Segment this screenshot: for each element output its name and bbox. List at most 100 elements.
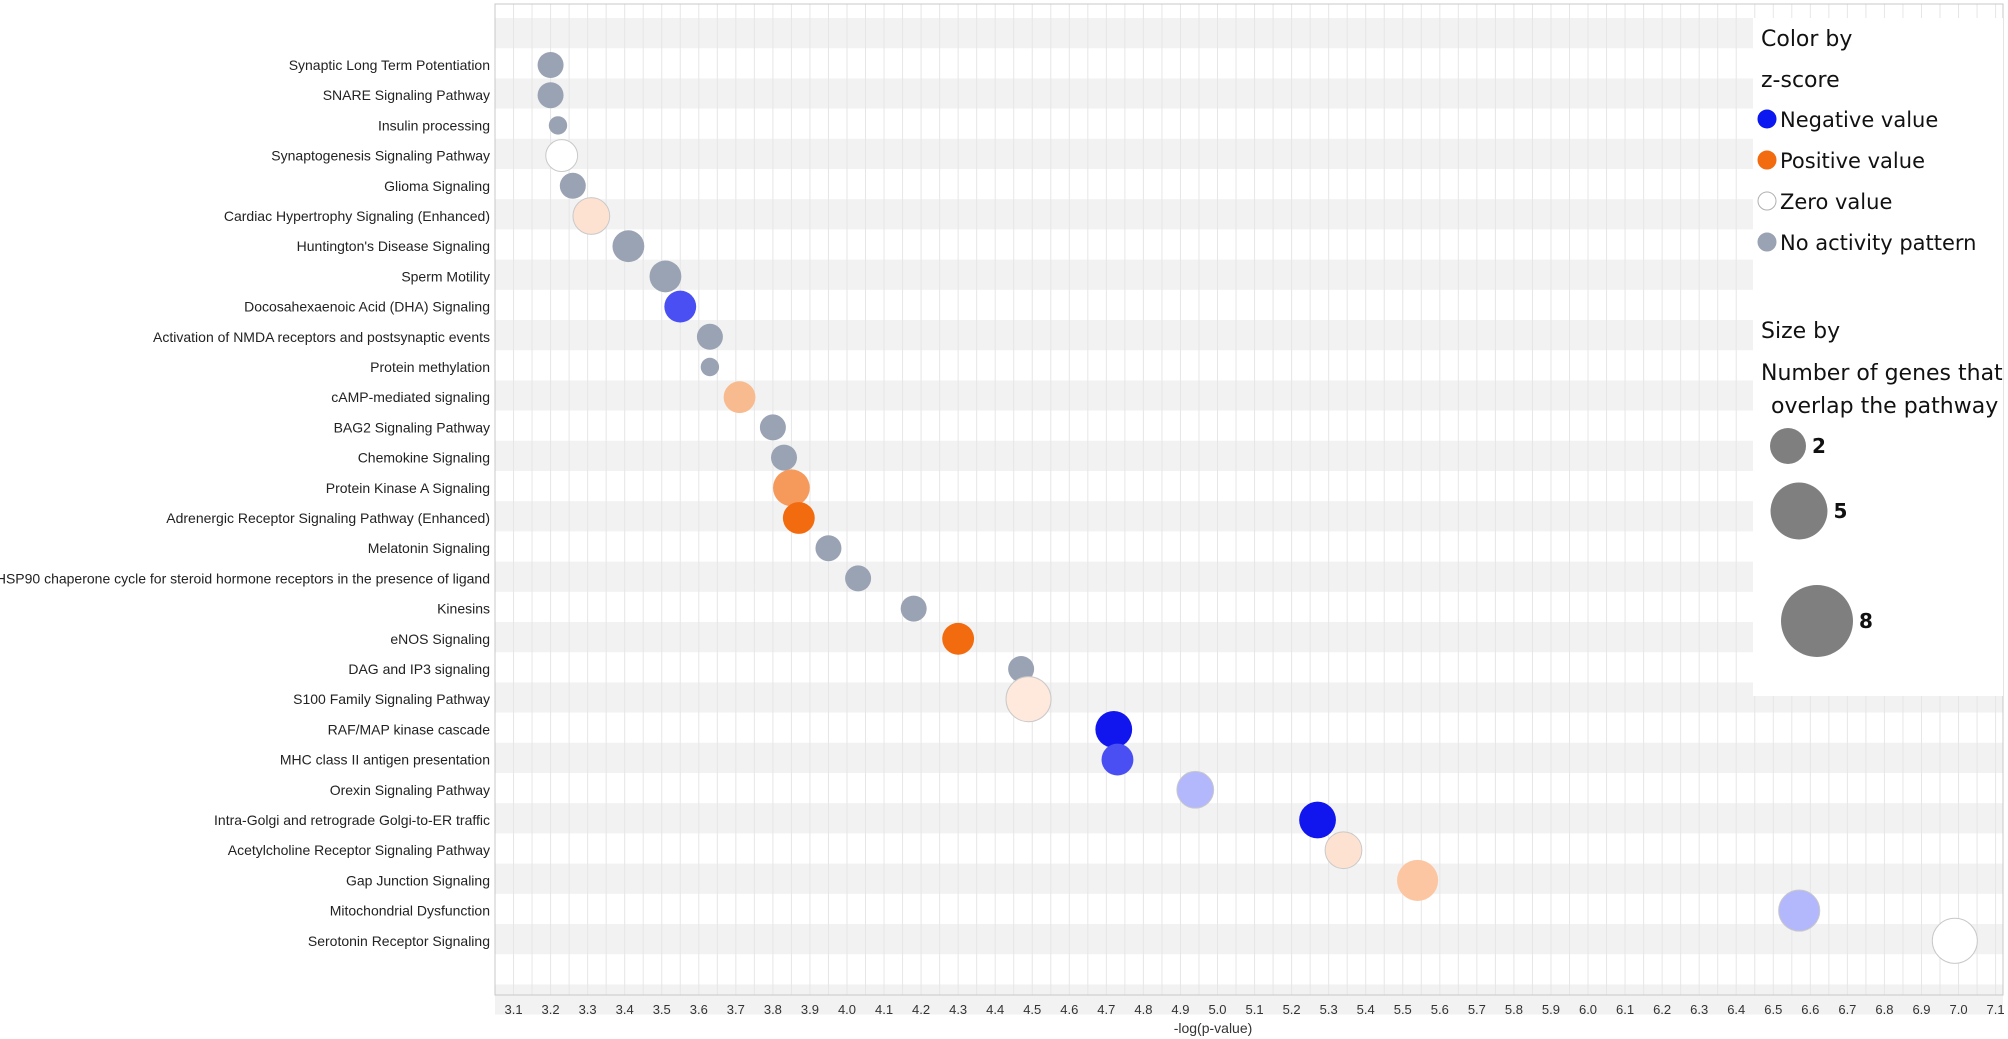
bubble	[537, 82, 564, 109]
category-label: Kinesins	[437, 601, 490, 617]
category-label: Adrenergic Receptor Signaling Pathway (E…	[166, 510, 490, 526]
bubble	[773, 469, 810, 507]
x-tick-label: 3.8	[764, 1002, 782, 1017]
bubble	[545, 139, 579, 173]
legend-size-bubble	[1770, 482, 1828, 540]
bubble	[782, 502, 815, 534]
bubble	[1101, 743, 1134, 776]
x-tick-label: 5.6	[1431, 1002, 1449, 1017]
legend-color-swatch	[1757, 232, 1777, 252]
category-label: Acetylcholine Receptor Signaling Pathway	[228, 842, 490, 858]
legend-color-swatch	[1757, 191, 1777, 211]
legend-color-swatch	[1757, 109, 1777, 129]
legend-color-subtitle: z-score	[1761, 68, 1840, 93]
category-label: DAG and IP3 signaling	[348, 661, 490, 677]
x-tick-label: 5.5	[1394, 1002, 1412, 1017]
row-bands	[495, 18, 2003, 1015]
x-tick-label: 4.0	[838, 1002, 856, 1017]
bubble	[771, 444, 798, 471]
category-label: eNOS Signaling	[390, 631, 490, 647]
bubble	[664, 290, 697, 323]
x-tick-label: 4.7	[1097, 1002, 1115, 1017]
bubble	[845, 565, 872, 592]
category-label: Sperm Motility	[401, 268, 490, 284]
legend-size-label: 5	[1833, 499, 1847, 523]
category-label: Glioma Signaling	[384, 178, 490, 194]
category-label: HSP90 chaperone cycle for steroid hormon…	[0, 570, 490, 586]
x-tick-label: 5.3	[1320, 1002, 1338, 1017]
bubble	[900, 595, 927, 622]
x-tick-label: 3.9	[801, 1002, 819, 1017]
x-tick-label: 4.5	[1023, 1002, 1041, 1017]
bubble	[548, 116, 568, 135]
bubble	[700, 357, 720, 377]
x-tick-label: 3.2	[542, 1002, 560, 1017]
bubble	[696, 323, 723, 350]
row-band	[495, 984, 2003, 1015]
category-label: Gap Junction Signaling	[346, 872, 490, 888]
row-band	[495, 803, 2003, 834]
category-label: Intra-Golgi and retrograde Golgi-to-ER t…	[214, 812, 490, 828]
legend-color-label: Negative value	[1780, 108, 1938, 132]
category-label: MHC class II antigen presentation	[280, 752, 490, 768]
row-band	[495, 440, 2003, 471]
row-band	[495, 924, 2003, 955]
legend-size-label: 2	[1812, 434, 1826, 458]
category-label: RAF/MAP kinase cascade	[328, 721, 491, 737]
row-band	[495, 18, 2003, 49]
legend-background	[1753, 18, 2003, 696]
x-tick-label: 3.5	[653, 1002, 671, 1017]
x-tick-label: 6.6	[1801, 1002, 1819, 1017]
bubble	[723, 381, 756, 414]
category-label: Insulin processing	[378, 117, 490, 133]
category-label: Protein Kinase A Signaling	[326, 480, 490, 496]
bubble	[572, 197, 611, 235]
x-tick-label: 3.7	[727, 1002, 745, 1017]
x-tick-label: 5.0	[1208, 1002, 1226, 1017]
bubble	[1095, 711, 1133, 748]
category-labels: Synaptic Long Term Potentiation SNARE Sig…	[0, 57, 490, 949]
x-tick-label: 4.3	[949, 1002, 967, 1017]
x-tick-label: 5.8	[1505, 1002, 1523, 1017]
category-label: Docosahexaenoic Acid (DHA) Signaling	[244, 299, 490, 315]
x-tick-label: 5.1	[1246, 1002, 1264, 1017]
legend-size-bubble	[1781, 585, 1853, 657]
x-tick-label: 6.5	[1764, 1002, 1782, 1017]
legend-size-title: Size by	[1761, 319, 1840, 344]
x-tick-label: 4.9	[1171, 1002, 1189, 1017]
x-tick-label: 6.3	[1690, 1002, 1708, 1017]
row-band	[495, 622, 2003, 653]
bubble	[1324, 831, 1363, 870]
bubble	[942, 622, 975, 655]
x-tick-label: 3.4	[616, 1002, 634, 1017]
category-label: Synaptogenesis Signaling Pathway	[271, 148, 490, 164]
bubble	[1005, 676, 1052, 723]
x-tick-labels: 3.1 3.2 3.3 3.4 3.5 3.6 3.7 3.8 3.9 4.0 4.1 4.2 4.3 4…	[504, 1002, 2004, 1017]
x-tick-label: 5.2	[1283, 1002, 1301, 1017]
bubbles	[537, 52, 1978, 964]
row-band	[495, 742, 2003, 773]
bubble	[1931, 917, 1978, 964]
legend: Color by z-score Negative value Positive …	[1753, 18, 2003, 696]
category-label: Synaptic Long Term Potentiation	[289, 57, 490, 73]
category-label: Huntington's Disease Signaling	[297, 238, 490, 254]
category-label: SNARE Signaling Pathway	[323, 87, 490, 103]
row-band	[495, 259, 2003, 290]
category-label: Chemokine Signaling	[358, 450, 490, 466]
category-label: Melatonin Signaling	[368, 540, 490, 556]
x-tick-label: 3.6	[690, 1002, 708, 1017]
category-label: Protein methylation	[370, 359, 490, 375]
x-tick-label: 7.1	[1987, 1002, 2005, 1017]
x-tick-label: 6.0	[1579, 1002, 1597, 1017]
row-band	[495, 138, 2003, 169]
x-tick-label: 4.6	[1060, 1002, 1078, 1017]
legend-color-label: Zero value	[1780, 190, 1892, 214]
x-tick-label: 6.1	[1616, 1002, 1634, 1017]
row-band	[495, 199, 2003, 230]
category-label: Activation of NMDA receptors and postsyn…	[153, 329, 490, 345]
category-label: Orexin Signaling Pathway	[330, 782, 490, 798]
row-band	[495, 501, 2003, 532]
legend-size-subtitle-1: Number of genes that	[1761, 361, 2003, 386]
bubble	[537, 52, 564, 78]
category-label: Mitochondrial Dysfunction	[330, 903, 490, 919]
